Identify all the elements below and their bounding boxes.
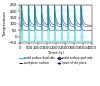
X-axis label: Time (s): Time (s) — [48, 51, 64, 55]
Y-axis label: Temperature: Temperature — [4, 12, 8, 36]
Legend: mold surface fluid side, workpiece surface, mold surface part side, heart of the: mold surface fluid side, workpiece surfa… — [19, 56, 93, 65]
